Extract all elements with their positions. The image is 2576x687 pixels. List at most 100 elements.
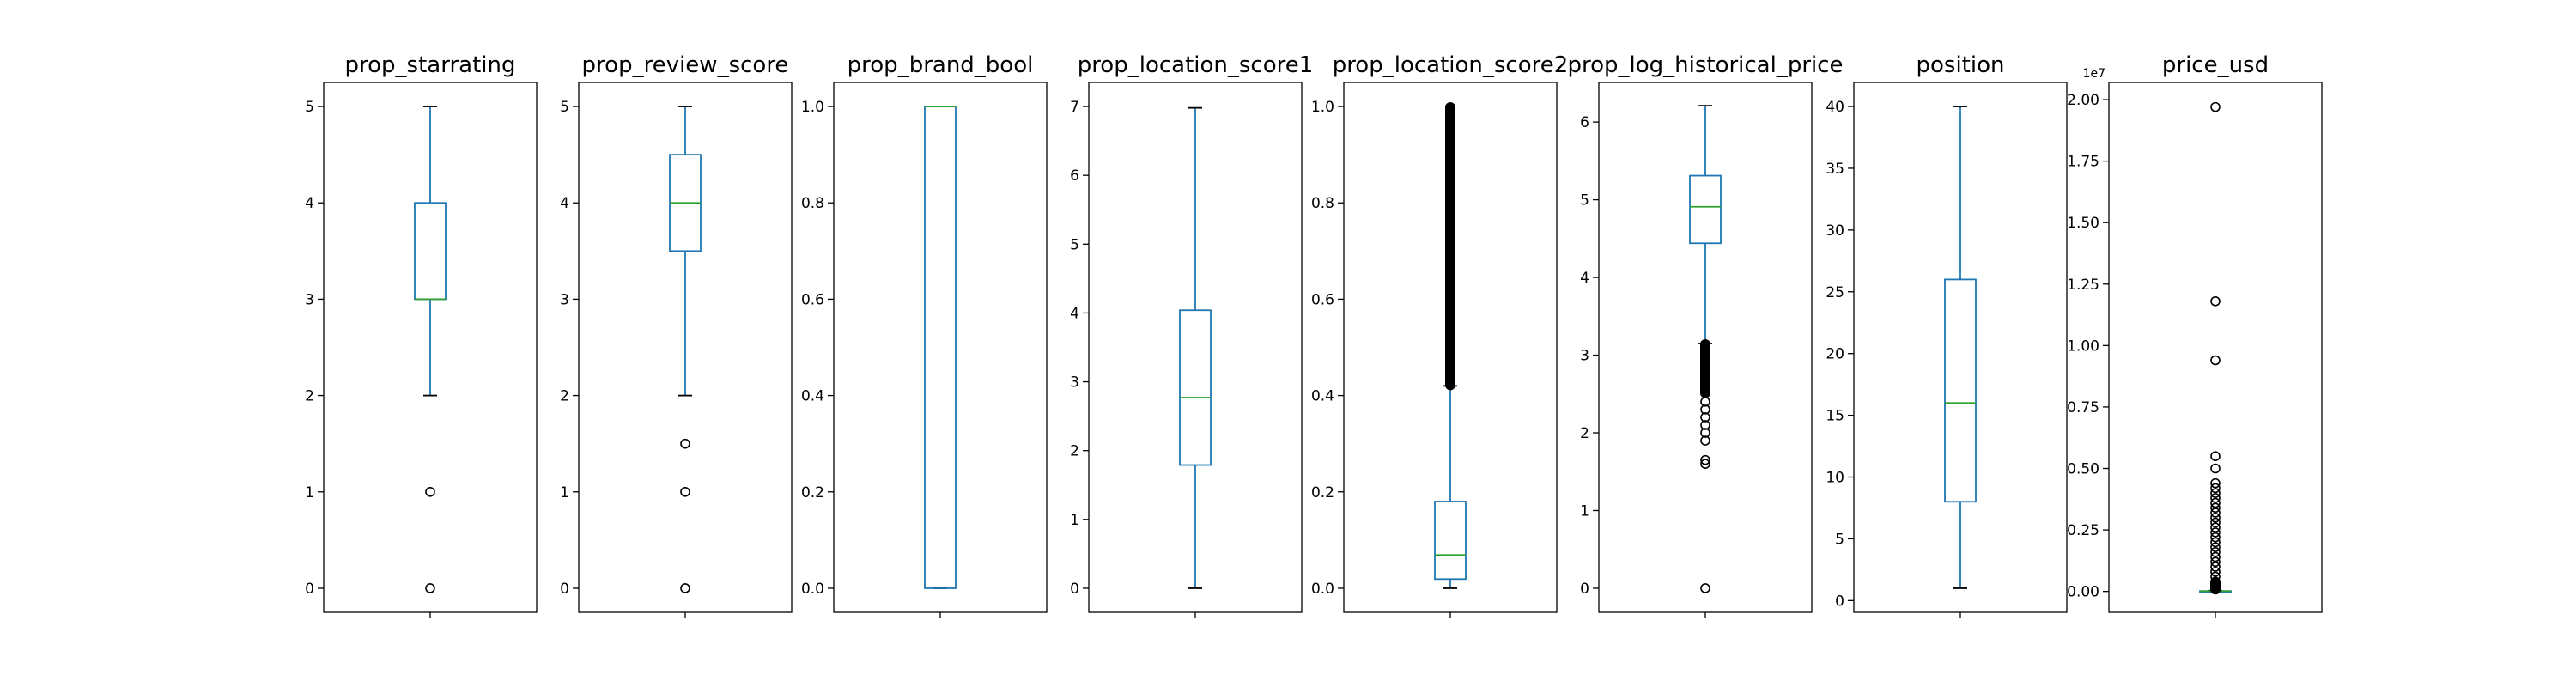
outlier-point (2210, 547, 2221, 557)
boxplot-panel-position: position 0 5 10 15 20 25 30 35 40 (1826, 52, 2068, 618)
outlier-point (2210, 537, 2221, 548)
outlier-point (2210, 508, 2221, 518)
outlier-point (2210, 483, 2221, 494)
outlier-point (2210, 355, 2221, 366)
y-tick-label: 5 (1580, 192, 1589, 210)
outlier-point (1700, 454, 1710, 465)
boxplot-panel-prop_location_score2: prop_location_score2 0.0 0.2 0.4 0.6 0.8 1.0 (1311, 52, 1568, 618)
y-tick-label: 0.25 (2067, 522, 2099, 539)
y-tick-label: 30 (1826, 222, 1844, 240)
iqr-box (1689, 174, 1722, 245)
iqr-box (924, 106, 957, 589)
chart-title: position (1917, 52, 2005, 78)
outlier-point (1700, 435, 1710, 446)
y-tick-label: 4 (1070, 305, 1079, 322)
y-tick-label: 5 (1070, 236, 1079, 253)
y-tick-label: 40 (1826, 99, 1844, 116)
y-tick-label: 0.0 (801, 581, 824, 598)
outlier-point (2210, 542, 2221, 552)
y-tick-label: 0.6 (801, 291, 824, 308)
iqr-box (1434, 501, 1467, 581)
boxplot-panel-prop_brand_bool: prop_brand_bool 0.0 0.2 0.4 0.6 0.8 1.0 (801, 52, 1048, 618)
outlier-point (680, 583, 690, 593)
y-tick-label: 6 (1070, 167, 1079, 185)
outlier-point (2210, 101, 2221, 112)
y-tick-label: 4 (560, 195, 569, 212)
outlier-point (425, 583, 435, 593)
outlier-point (1700, 428, 1710, 438)
outlier-point (2210, 556, 2221, 568)
y-tick-label: 0 (1070, 581, 1079, 598)
outlier-point (1700, 412, 1710, 423)
y-tick-label: 1 (560, 484, 569, 502)
boxplot-panel-prop_starrating: prop_starrating 0 1 2 3 4 5 (305, 52, 538, 618)
outlier-point (2210, 296, 2221, 307)
y-tick-label: 2 (1070, 443, 1079, 460)
y-tick-label: 0.2 (801, 484, 824, 502)
outlier-point (2210, 502, 2221, 514)
y-tick-label: 1.50 (2067, 215, 2099, 232)
outlier-point (1700, 459, 1710, 470)
outlier-point (2210, 517, 2221, 528)
outlier-point (2210, 512, 2221, 523)
y-tick-label: 7 (1070, 99, 1079, 116)
outlier-point (2210, 562, 2221, 572)
y-tick-label: 10 (1826, 470, 1844, 487)
y-tick-label: 2.00 (2067, 92, 2099, 109)
axes-frame (833, 82, 1048, 613)
chart-title: prop_brand_bool (848, 52, 1034, 78)
chart-title: prop_starrating (345, 52, 516, 78)
y-tick-label: 1 (1580, 502, 1589, 520)
y-tick-label: 1.00 (2067, 337, 2099, 355)
outlier-cluster (1700, 338, 1710, 398)
y-tick-label: 4 (1580, 270, 1589, 287)
y-tick-label: 0 (1580, 581, 1589, 598)
chart-title: prop_location_score1 (1078, 52, 1314, 78)
y-tick-label: 0 (1835, 593, 1844, 610)
y-tick-label: 5 (1835, 531, 1844, 548)
y-tick-label: 25 (1826, 284, 1844, 301)
y-tick-label: 1.0 (801, 99, 824, 116)
iqr-box (1179, 309, 1212, 466)
y-tick-label: 0 (560, 581, 569, 598)
y-tick-label: 2 (305, 388, 314, 405)
y-tick-label: 3 (305, 291, 314, 308)
y-tick-label: 5 (560, 99, 569, 116)
y-tick-label: 15 (1826, 408, 1844, 425)
y-tick-label: 0.4 (1311, 388, 1334, 405)
outlier-point (680, 438, 690, 449)
outlier-point (1700, 583, 1710, 593)
y-tick-label: 0.6 (1311, 291, 1334, 308)
y-tick-label: 1.75 (2067, 154, 2099, 171)
boxplot-panel-price_usd: price_usd 0.00 0.25 0.50 0.75 1.00 1.25 1.50 1.7… (2067, 52, 2323, 618)
y-tick-label: 1 (1070, 512, 1079, 529)
outlier-point (2210, 571, 2221, 582)
y-tick-label: 1.0 (1311, 99, 1334, 116)
y-tick-label: 3 (1070, 374, 1079, 392)
y-tick-label: 5 (305, 99, 314, 116)
y-tick-label: 35 (1826, 161, 1844, 178)
outlier-point (2210, 463, 2221, 474)
boxplot-panel-prop_location_score1: prop_location_score1 0 1 2 3 4 5 6 7 (1070, 52, 1313, 618)
y-tick-label: 0.75 (2067, 399, 2099, 416)
y-tick-label: 4 (305, 195, 314, 212)
y-tick-label: 1 (305, 484, 314, 502)
axis-offset-label: 1e7 (2083, 67, 2105, 81)
y-tick-label: 0.50 (2067, 461, 2099, 478)
y-tick-label: 2 (1580, 425, 1589, 442)
outlier-point (2210, 566, 2221, 577)
y-tick-label: 0 (305, 581, 314, 598)
y-tick-label: 20 (1826, 346, 1844, 363)
chart-title: prop_review_score (582, 52, 789, 78)
y-tick-label: 6 (1580, 114, 1589, 131)
outlier-point (1700, 397, 1710, 407)
y-tick-label: 0.00 (2067, 584, 2099, 601)
boxplot-panel-prop_log_historical_price: prop_log_historical_price 0 1 2 3 4 5 6 (1567, 52, 1844, 618)
y-tick-label: 1.25 (2067, 277, 2099, 294)
y-tick-label: 2 (560, 388, 569, 405)
y-tick-label: 0.8 (1311, 195, 1334, 212)
iqr-box (1944, 278, 1977, 503)
outlier-point (1700, 420, 1710, 430)
chart-title: prop_log_historical_price (1567, 52, 1843, 78)
